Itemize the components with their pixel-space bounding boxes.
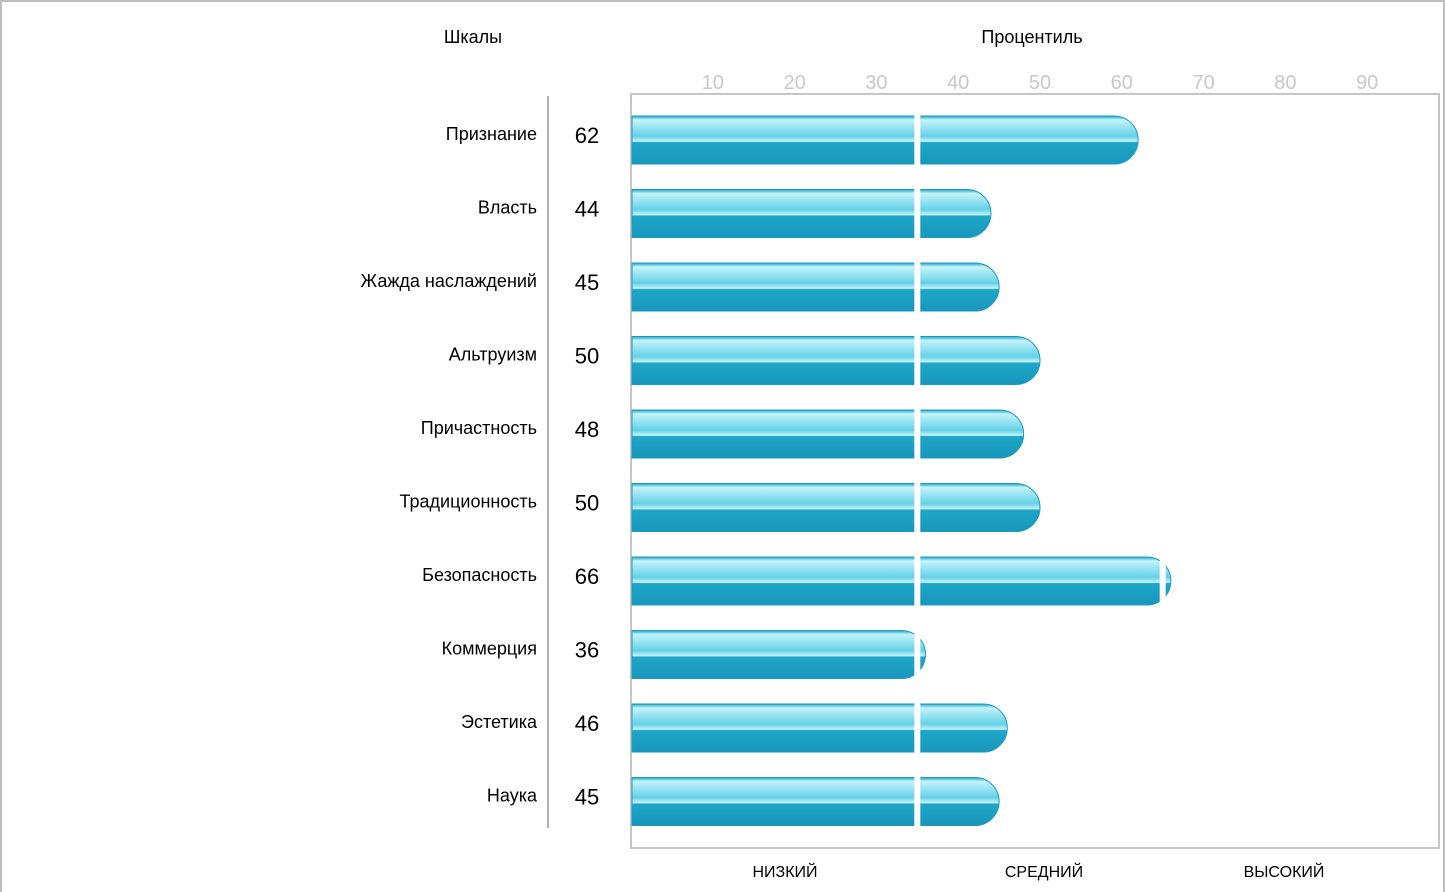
bar: [631, 556, 1172, 606]
zone-divider: [914, 188, 921, 239]
category-label: Коммерция: [442, 639, 537, 659]
x-tick-label: 60: [1111, 72, 1133, 94]
category-label: Причастность: [421, 418, 537, 438]
bar: [631, 703, 1008, 753]
category-label: Наука: [487, 786, 538, 806]
x-tick-label: 70: [1192, 72, 1214, 94]
x-tick-label: 30: [865, 72, 887, 94]
score-label: 62: [575, 123, 599, 148]
category-label: Эстетика: [461, 712, 538, 732]
score-label: 45: [575, 785, 599, 810]
bar: [631, 483, 1041, 532]
category-label: Альтруизм: [449, 345, 537, 365]
score-label: 50: [575, 344, 599, 369]
category-label: Безопасность: [422, 565, 537, 585]
category-labels: Признание Власть Жажда наслаждений Альтруиз…: [361, 124, 538, 806]
score-label: 46: [575, 711, 599, 736]
zone-divider: [914, 262, 921, 312]
zone-label: СРЕДНИЙ: [1005, 862, 1083, 881]
category-label: Признание: [446, 124, 537, 144]
score-labels: 62 44 45 50 48 50 66 36 46 45: [575, 123, 599, 810]
bars: [631, 115, 1172, 826]
category-label: Жажда наслаждений: [361, 271, 537, 291]
x-tick-label: 80: [1274, 72, 1296, 94]
bar: [631, 777, 1000, 826]
bar: [631, 336, 1041, 385]
zone-divider: [914, 556, 921, 606]
bar: [631, 189, 992, 238]
category-label: Власть: [478, 198, 537, 218]
score-label: 44: [575, 197, 599, 222]
score-label: 66: [575, 564, 599, 589]
zone-divider: [914, 776, 921, 827]
zone-divider: [914, 115, 921, 165]
chart-title: Процентиль: [981, 27, 1082, 47]
x-tick-label: 90: [1356, 72, 1378, 94]
zone-divider: [914, 335, 921, 386]
x-axis-ticks: 10 20 30 40 50 60 70 80 90: [702, 72, 1379, 94]
zone-dividers: [914, 115, 1166, 827]
plot-area: [630, 93, 1440, 849]
bar: [631, 409, 1025, 459]
x-tick-label: 50: [1029, 72, 1051, 94]
zone-label: ВЫСОКИЙ: [1244, 862, 1325, 881]
bar: [631, 115, 1139, 165]
x-tick-label: 10: [702, 72, 724, 94]
zone-divider: [1159, 556, 1166, 606]
zone-labels: НИЗКИЙ СРЕДНИЙ ВЫСОКИЙ: [752, 862, 1324, 881]
zone-divider: [914, 703, 921, 753]
zone-label: НИЗКИЙ: [752, 862, 817, 881]
x-tick-label: 40: [947, 72, 969, 94]
scales-header: Шкалы: [444, 27, 502, 47]
zone-divider: [914, 482, 921, 533]
category-label: Традиционность: [400, 492, 537, 512]
score-label: 45: [575, 270, 599, 295]
zone-divider: [914, 409, 921, 459]
bar: [631, 630, 926, 679]
score-label: 36: [575, 638, 599, 663]
x-tick-label: 20: [783, 72, 805, 94]
zone-divider: [914, 629, 921, 680]
bar: [631, 262, 1000, 312]
score-label: 50: [575, 491, 599, 516]
score-label: 48: [575, 417, 599, 442]
